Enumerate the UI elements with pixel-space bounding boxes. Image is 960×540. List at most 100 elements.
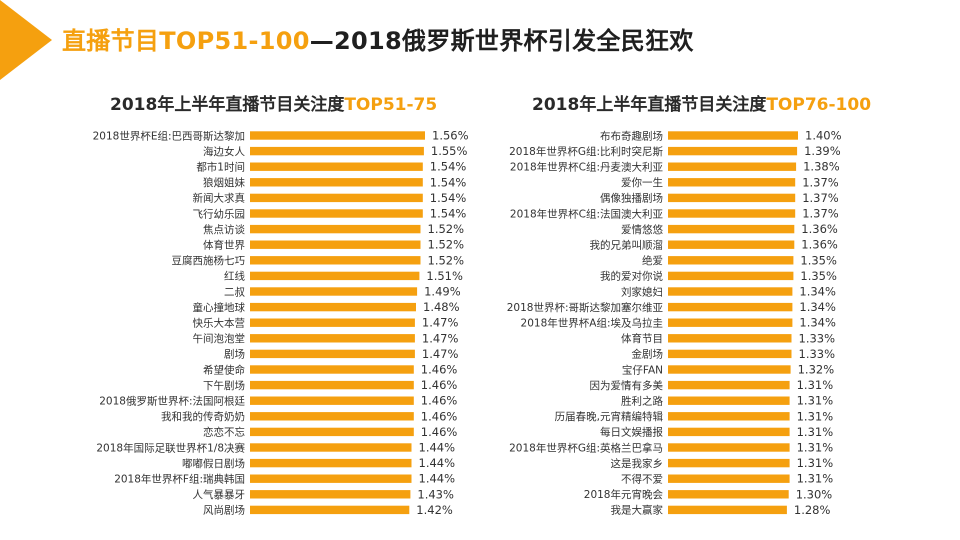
value-label: 1.51% bbox=[426, 269, 463, 283]
value-label: 1.42% bbox=[416, 503, 453, 517]
value-label: 1.35% bbox=[800, 269, 837, 283]
category-label: 因为爱情有多美 bbox=[590, 379, 664, 392]
category-label: 焦点访谈 bbox=[203, 223, 245, 236]
bar bbox=[668, 224, 795, 234]
value-label: 1.55% bbox=[431, 144, 468, 158]
bar bbox=[668, 146, 798, 156]
category-label: 2018年元宵晚会 bbox=[584, 488, 664, 501]
category-label: 金剧场 bbox=[632, 348, 664, 361]
chart-left-title-highlight: TOP51-75 bbox=[344, 95, 438, 115]
bar bbox=[668, 490, 789, 499]
category-label: 童心撞地球 bbox=[193, 301, 246, 314]
bar bbox=[250, 146, 424, 156]
value-label: 1.35% bbox=[800, 253, 837, 267]
bar bbox=[668, 458, 790, 468]
category-label: 2018年国际足联世界杯1/8决赛 bbox=[96, 441, 245, 454]
category-label: 人气暴暴牙 bbox=[193, 488, 246, 501]
bar bbox=[250, 458, 412, 468]
chart-left: 2018世界杯E组:巴西哥斯达黎加 1.56% 海边女人 1.55% 都市1时间 1.54… bbox=[93, 129, 469, 517]
bar bbox=[668, 271, 794, 281]
bar bbox=[250, 443, 412, 452]
value-label: 1.31% bbox=[797, 409, 834, 423]
category-label: 狼烟姐妹 bbox=[203, 176, 245, 189]
bar bbox=[250, 162, 423, 171]
value-label: 1.34% bbox=[799, 316, 836, 330]
bar bbox=[668, 443, 790, 452]
value-label: 1.33% bbox=[799, 331, 836, 345]
bar bbox=[250, 240, 421, 249]
category-label: 2018俄罗斯世界杯:法国阿根廷 bbox=[99, 395, 245, 408]
value-label: 1.34% bbox=[799, 300, 836, 314]
value-label: 1.37% bbox=[802, 191, 839, 205]
chart-left-title-main: 2018年上半年直播节目关注度 bbox=[110, 95, 345, 115]
category-label: 刘家媳妇 bbox=[621, 285, 663, 298]
category-label: 2018年世界杯C组:法国澳大利亚 bbox=[510, 207, 664, 220]
bar bbox=[250, 412, 414, 421]
category-label: 爱你一生 bbox=[621, 176, 663, 189]
bar bbox=[668, 427, 790, 437]
bar bbox=[668, 318, 793, 327]
value-label: 1.38% bbox=[803, 160, 840, 174]
bar bbox=[668, 240, 795, 249]
value-label: 1.31% bbox=[797, 378, 834, 392]
category-label: 红线 bbox=[224, 270, 245, 283]
category-label: 宝仔FAN bbox=[622, 363, 663, 376]
bar bbox=[668, 193, 796, 203]
bar bbox=[250, 193, 423, 203]
category-label: 体育世界 bbox=[203, 239, 245, 252]
bar bbox=[668, 131, 798, 140]
value-label: 1.46% bbox=[421, 363, 458, 377]
bar bbox=[250, 505, 410, 515]
value-label: 1.46% bbox=[421, 425, 458, 439]
chart-left-title: 2018年上半年直播节目关注度TOP51-75 bbox=[110, 90, 437, 115]
value-label: 1.49% bbox=[424, 285, 461, 299]
category-label: 二叔 bbox=[224, 285, 245, 298]
bar bbox=[668, 256, 794, 265]
value-label: 1.47% bbox=[422, 316, 459, 330]
bar bbox=[668, 380, 790, 390]
category-label: 布布奇趣剧场 bbox=[600, 129, 663, 142]
bar bbox=[250, 490, 411, 499]
bar bbox=[668, 162, 797, 171]
category-label: 2018年世界杯G组:比利时突尼斯 bbox=[509, 145, 663, 158]
bar bbox=[250, 131, 425, 140]
category-label: 2018世界杯:哥斯达黎加塞尔维亚 bbox=[507, 301, 664, 314]
value-label: 1.31% bbox=[797, 425, 834, 439]
value-label: 1.31% bbox=[797, 456, 834, 470]
bar bbox=[250, 271, 420, 281]
bar bbox=[250, 349, 415, 359]
category-label: 这是我家乡 bbox=[611, 457, 664, 470]
value-label: 1.54% bbox=[430, 207, 467, 221]
value-label: 1.44% bbox=[419, 441, 456, 455]
bar bbox=[250, 287, 418, 296]
bar bbox=[668, 412, 790, 421]
value-label: 1.52% bbox=[428, 222, 465, 236]
value-label: 1.52% bbox=[428, 253, 465, 267]
category-label: 都市1时间 bbox=[196, 161, 245, 174]
chart-right: 布布奇趣剧场 1.40% 2018年世界杯G组:比利时突尼斯 1.39% 2018年世界… bbox=[507, 129, 842, 517]
bar bbox=[250, 178, 423, 187]
category-label: 我和我的传奇奶奶 bbox=[161, 410, 245, 423]
category-label: 新闻大求真 bbox=[193, 192, 246, 205]
bar bbox=[668, 209, 796, 218]
category-label: 2018年世界杯C组:丹麦澳大利亚 bbox=[510, 161, 664, 174]
value-label: 1.31% bbox=[797, 472, 834, 486]
value-label: 1.43% bbox=[417, 487, 454, 501]
category-label: 爱情悠悠 bbox=[621, 223, 663, 236]
bar bbox=[250, 474, 412, 483]
bar bbox=[250, 302, 416, 312]
category-label: 胜利之路 bbox=[621, 395, 663, 408]
value-label: 1.28% bbox=[794, 503, 831, 517]
bar bbox=[250, 427, 414, 437]
bar bbox=[668, 334, 792, 343]
category-label: 2018世界杯E组:巴西哥斯达黎加 bbox=[93, 129, 245, 142]
value-label: 1.31% bbox=[797, 394, 834, 408]
category-label: 恋恋不忘 bbox=[203, 426, 245, 439]
category-label: 2018年世界杯A组:埃及乌拉圭 bbox=[521, 317, 663, 330]
category-label: 希望使命 bbox=[203, 363, 245, 376]
category-label: 2018年世界杯F组:瑞典韩国 bbox=[114, 473, 245, 486]
value-label: 1.37% bbox=[802, 175, 839, 189]
category-label: 绝爱 bbox=[642, 254, 663, 267]
value-label: 1.54% bbox=[430, 175, 467, 189]
bar bbox=[250, 256, 421, 265]
